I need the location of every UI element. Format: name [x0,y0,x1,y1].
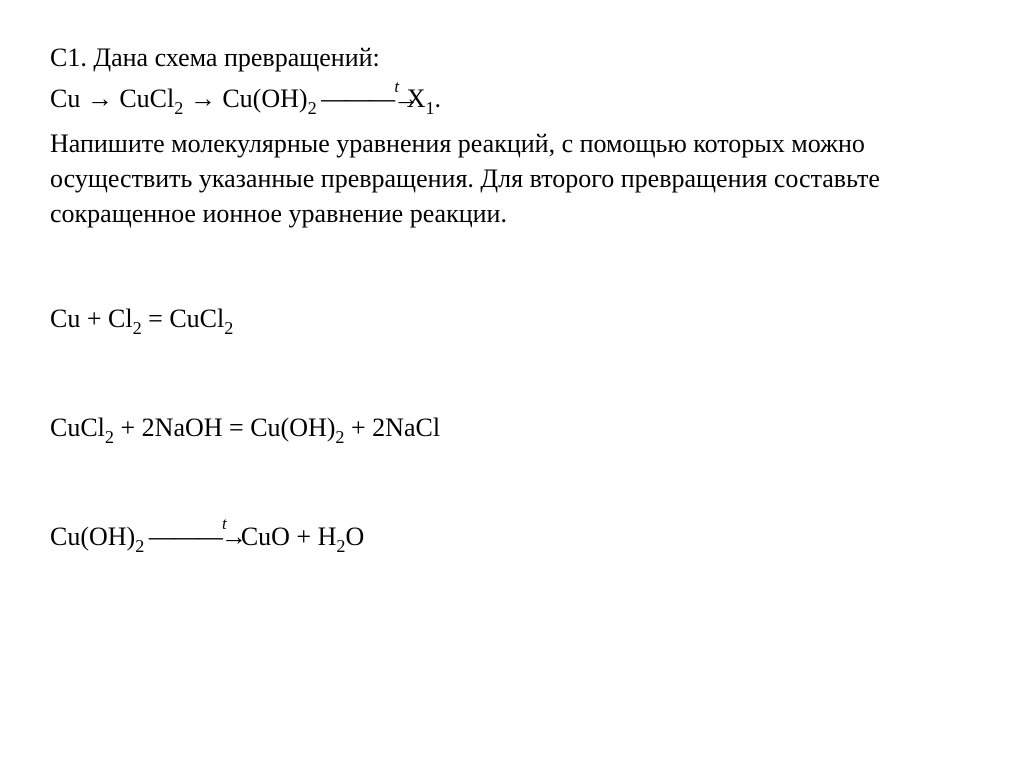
subscript: 2 [174,98,183,118]
eq-text: CuO + H [234,522,336,551]
equation-2: CuCl2 + 2NaOH = Cu(OH)2 + 2NaCl [50,410,974,449]
scheme-text: Cu → CuCl [50,84,174,113]
subscript: 1 [425,98,434,118]
problem-label: С1. Дана схема превращений: [50,40,974,75]
subscript: 2 [336,536,345,556]
equation-3: Cu(OH)2 ———→t CuO + H2O [50,519,974,558]
scheme-text: X [407,84,426,113]
subscript: 2 [105,427,114,447]
subscript: 2 [308,98,317,118]
scheme-text: → Cu(OH) [183,84,307,113]
eq-text: O [345,522,364,551]
eq-text: CuCl [50,413,105,442]
eq-text: Cu + Cl [50,304,133,333]
subscript: 2 [224,318,233,338]
equation-1: Cu + Cl2 = CuCl2 [50,301,974,340]
task-text: Напишите молекулярные уравнения реакций,… [50,126,974,231]
arrow-with-t: ———→ [317,84,418,113]
subscript: 2 [135,536,144,556]
subscript: 2 [335,427,344,447]
subscript: 2 [133,318,142,338]
eq-text: Cu(OH) [50,522,135,551]
scheme-period: . [435,84,442,113]
temperature-label: t [394,77,399,96]
problem-block: С1. Дана схема превращений: Cu → CuCl2 →… [50,40,974,231]
eq-text: + 2NaOH = Cu(OH) [114,413,335,442]
reaction-scheme: Cu → CuCl2 → Cu(OH)2 ———→tX1. [50,81,974,120]
arrow-with-t: ———→ [144,522,245,551]
eq-text: = CuCl [142,304,225,333]
eq-text: + 2NaCl [345,413,441,442]
temperature-label: t [222,514,227,533]
